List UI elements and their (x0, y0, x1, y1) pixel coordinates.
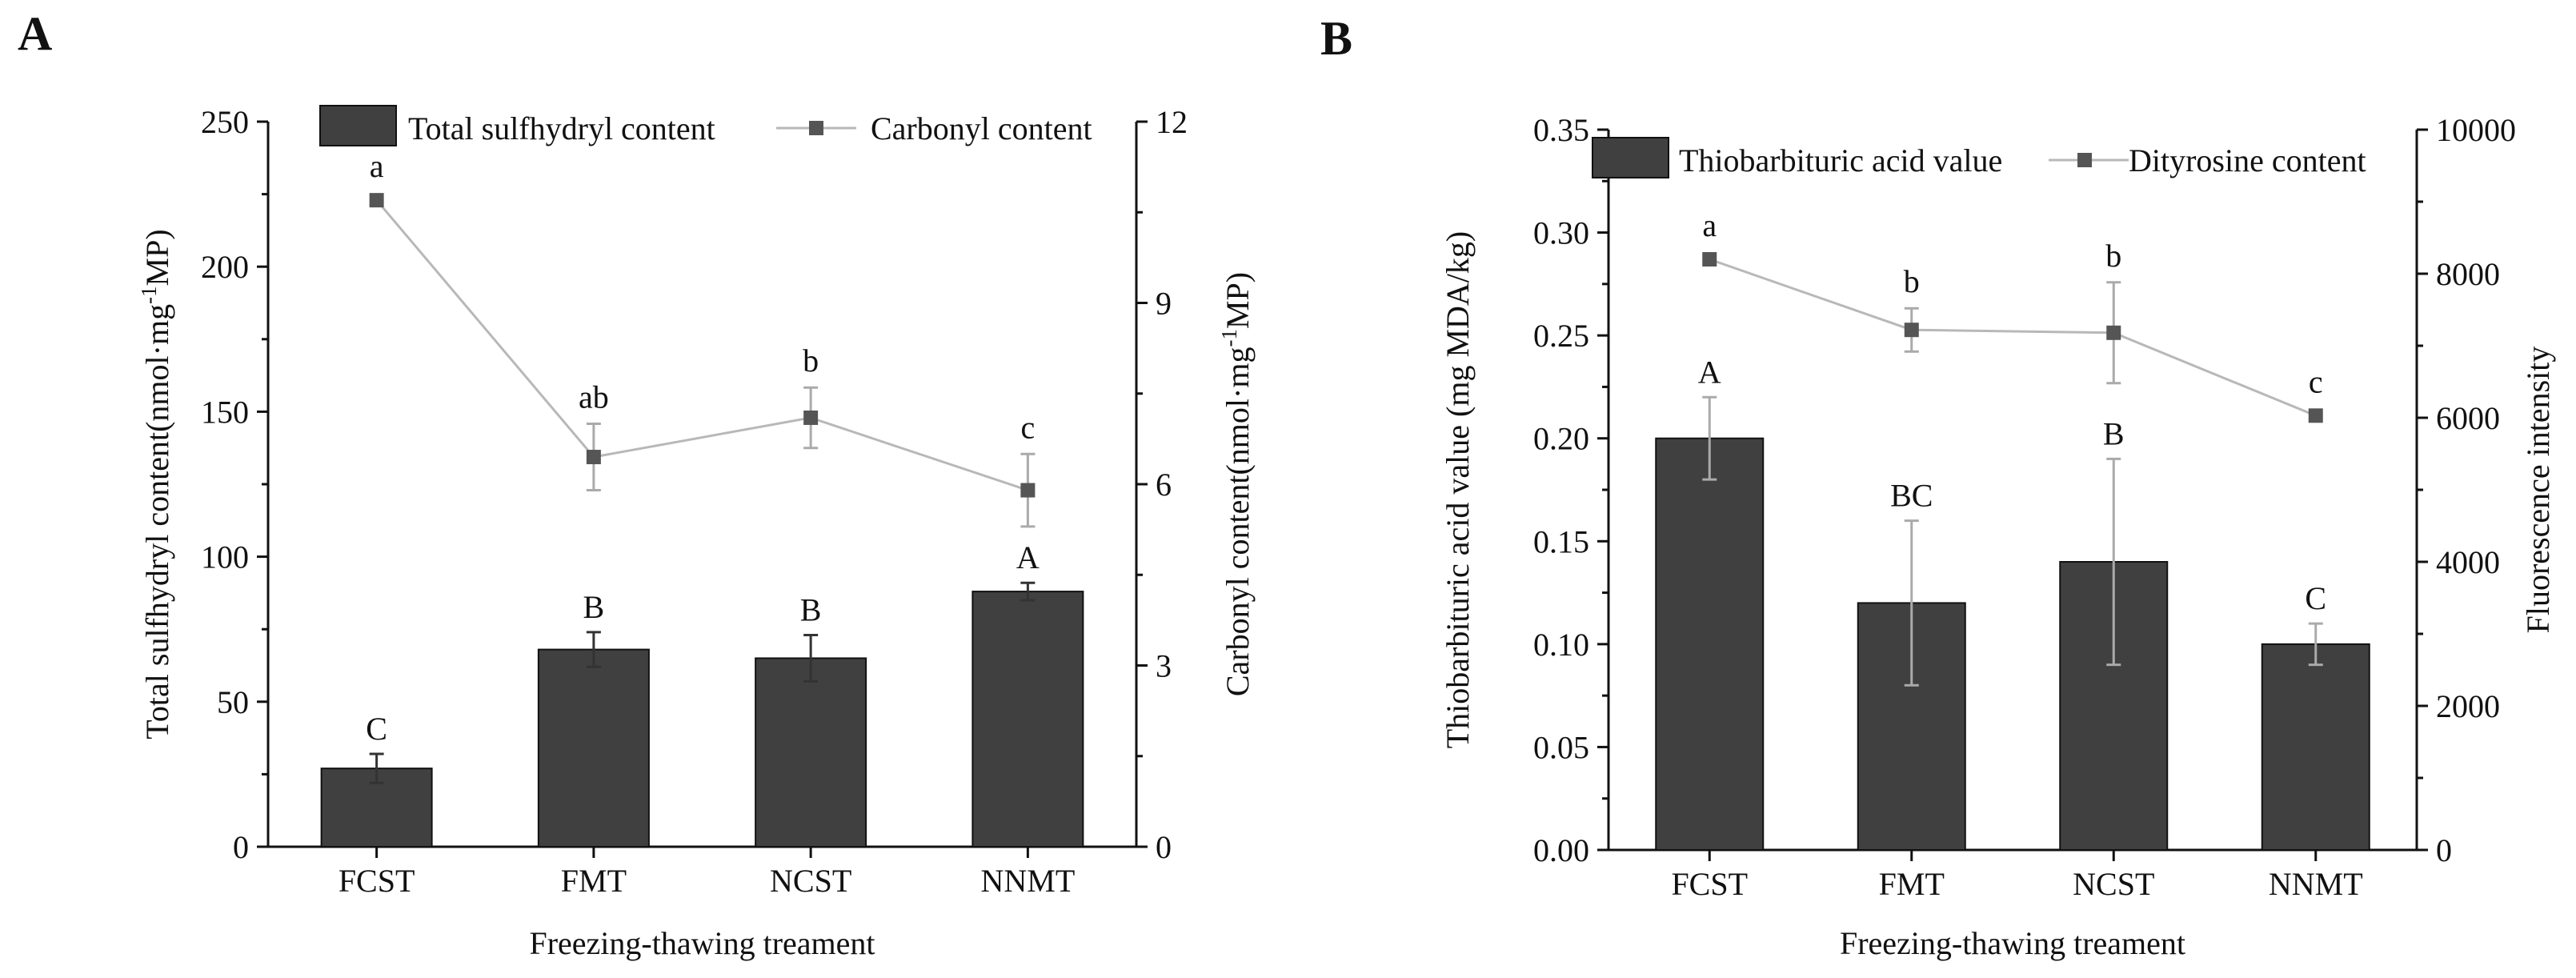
right-axis-label: Fluorescence intensity (2520, 347, 2556, 634)
left-tick-label: 0.10 (1533, 627, 1589, 663)
bar-significance-letter: A (1698, 354, 1721, 390)
line-significance-letter: b (2105, 238, 2121, 274)
bar (537, 648, 650, 848)
right-tick-label: 8000 (2436, 256, 2500, 292)
axis-label-part: MP) (139, 229, 175, 286)
bar (2261, 643, 2370, 851)
line-marker (1904, 323, 1919, 338)
left-tick-label: 0.05 (1533, 729, 1589, 765)
x-tick-label: FMT (561, 863, 627, 899)
bar (755, 657, 867, 848)
panel-b: B 0.00 0.05 0.10 0.15 0.20 0.25 0.30 0.35 0 2000 40… (1320, 12, 2556, 961)
bar-significance-letter: B (800, 591, 822, 627)
left-tick-label: 0 (233, 829, 249, 865)
legend-line-marker (2077, 153, 2092, 167)
x-tick-label: NCST (770, 863, 851, 899)
x-tick-label: FMT (1879, 866, 1945, 902)
left-tick-label: 0.25 (1533, 318, 1589, 354)
line-significance-letter: a (1702, 207, 1717, 243)
bar-significance-letter: BC (1890, 478, 1933, 514)
line-marker (1020, 483, 1036, 498)
x-tick-label: FCST (339, 863, 415, 899)
x-axis-label: Freezing-thawing treament (1840, 925, 2185, 961)
legend-bar-swatch (1592, 137, 1669, 178)
x-tick-label: NNMT (980, 863, 1075, 899)
bar-significance-letter: B (2103, 415, 2125, 451)
legend-bar-label: Thiobarbituric acid value (1679, 142, 2002, 178)
line-significance-letter: c (2309, 363, 2323, 399)
left-tick-label: 200 (201, 249, 249, 285)
panel-label: A (18, 7, 52, 60)
x-tick-label: NNMT (2269, 866, 2363, 902)
left-axis-label: Thiobarbituric acid value (mg MDA/kg) (1440, 231, 1476, 748)
axis-label-part: Total sulfhydryl content(nmol·mg (139, 304, 175, 740)
line-marker (803, 410, 819, 425)
line-series (1709, 258, 2317, 417)
left-tick-label: 0.35 (1533, 112, 1589, 148)
line-marker (2308, 408, 2323, 423)
axis-label-part: MP) (1220, 272, 1256, 329)
x-axis-label: Freezing-thawing treament (529, 925, 875, 961)
right-tick-label: 12 (1156, 104, 1188, 140)
left-axis-label: Total sulfhydryl content(nmol·mg-1MP) (137, 229, 175, 739)
left-tick-label: 0.20 (1533, 421, 1589, 457)
line-significance-letter: c (1020, 409, 1035, 445)
axis-label-superscript: -1 (137, 286, 161, 304)
right-tick-label: 6 (1156, 467, 1172, 503)
right-tick-label: 0 (2436, 832, 2452, 868)
left-tick-label: 0.00 (1533, 832, 1589, 868)
axis-label-part: Carbonyl content(nmol·mg (1220, 347, 1256, 697)
right-axis-label: Carbonyl content(nmol·mg-1MP) (1217, 272, 1256, 696)
legend-bar-label: Total sulfhydryl content (408, 110, 715, 146)
bar-significance-letter: C (2305, 580, 2326, 616)
legend-line-label: Carbonyl content (871, 110, 1092, 146)
line-marker (1702, 252, 1717, 267)
right-tick-label: 4000 (2436, 544, 2500, 580)
bar-significance-letter: C (366, 711, 387, 747)
right-tick-label: 2000 (2436, 688, 2500, 724)
line-significance-letter: b (1904, 263, 1920, 299)
line-marker (2106, 325, 2121, 340)
line-marker (586, 450, 601, 465)
right-tick-label: 10000 (2436, 112, 2516, 148)
right-tick-label: 3 (1156, 648, 1172, 684)
left-tick-label: 0.30 (1533, 215, 1589, 251)
line-significance-letter: ab (579, 379, 609, 415)
legend-bar-swatch (319, 105, 397, 146)
legend-line-label: Dityrosine content (2129, 142, 2366, 178)
axis-label-part: Fluorescence intensity (2520, 347, 2556, 634)
left-tick-label: 50 (217, 684, 249, 720)
left-tick-label: 250 (201, 104, 249, 140)
right-tick-label: 9 (1156, 286, 1172, 322)
right-tick-label: 0 (1156, 829, 1172, 865)
line-marker (369, 193, 384, 208)
left-tick-label: 150 (201, 394, 249, 430)
x-tick-label: FCST (1671, 866, 1748, 902)
panel-a: A 0 50 100 150 200 250 0 3 6 9 12 C B B A FCST FMT NCST NNM… (18, 7, 1256, 961)
line-significance-letter: b (803, 343, 819, 379)
panel-label: B (1320, 12, 1352, 65)
line-series (375, 199, 1028, 491)
legend-line-marker (809, 121, 823, 135)
axis-label-part: Thiobarbituric acid value (mg MDA/kg) (1440, 231, 1476, 748)
bar (972, 591, 1084, 848)
x-tick-label: NCST (2073, 866, 2154, 902)
right-tick-label: 6000 (2436, 400, 2500, 436)
axis-label-superscript: -1 (1217, 329, 1241, 347)
bar (1655, 437, 1765, 851)
line-significance-letter: a (370, 148, 384, 184)
left-tick-label: 100 (201, 539, 249, 575)
left-tick-label: 0.15 (1533, 523, 1589, 559)
bar-significance-letter: A (1016, 539, 1040, 575)
bar-significance-letter: B (583, 589, 605, 625)
